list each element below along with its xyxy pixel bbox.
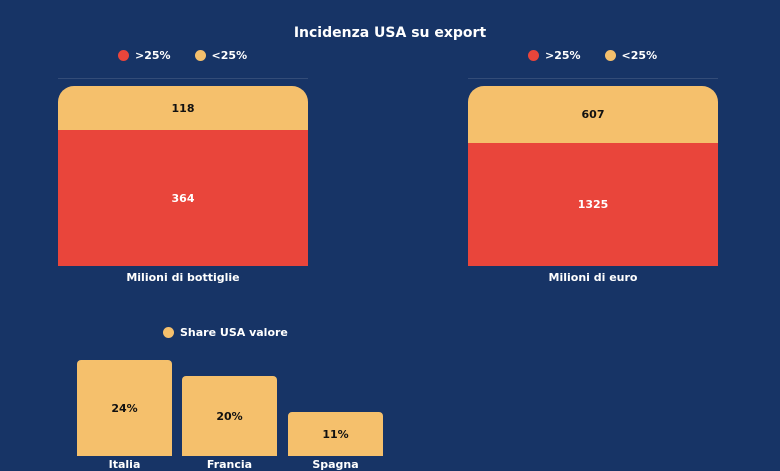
- legend-label-low: <25%: [621, 49, 658, 62]
- bar-segment-low-euro: 607: [468, 86, 718, 143]
- bar-segment-low-bottles: 118: [58, 86, 308, 130]
- legend-item-high: >25%: [528, 49, 581, 62]
- category-label-euro: Milioni di euro: [548, 271, 638, 284]
- bar-value-high-euro: 1325: [577, 198, 609, 211]
- legend-label-share: Share USA valore: [180, 326, 288, 339]
- divider-left: [58, 78, 308, 79]
- legend-dot-low: [604, 50, 616, 61]
- bar-value-high-bottles: 364: [171, 191, 195, 205]
- chart-title: Incidenza USA su export: [293, 25, 487, 41]
- category-label-spagna: Spagna: [312, 458, 359, 471]
- category-label-bottles: Milioni di bottiglie: [126, 271, 240, 284]
- bar-francia: 20%: [182, 376, 277, 456]
- stacked-bar-bottles: 118 364: [58, 86, 308, 266]
- bar-value-italia: 24%: [111, 401, 138, 415]
- legend-dot-low: [194, 50, 206, 61]
- legend-dot-high: [528, 50, 539, 61]
- legend-label-high: >25%: [545, 49, 581, 62]
- legend-item-share: Share USA valore: [163, 326, 288, 339]
- legend-dot-share: [163, 327, 174, 338]
- stacked-bar-euro: 607 1325: [468, 86, 718, 266]
- legend-item-low: <25%: [194, 49, 248, 62]
- legend-label-low: <25%: [211, 49, 248, 62]
- category-label-italia: Italia: [108, 458, 141, 471]
- bar-value-francia: 20%: [216, 409, 243, 423]
- bar-italia: 24%: [77, 360, 172, 456]
- legend-label-high: >25%: [135, 49, 171, 62]
- bar-value-low-euro: 607: [581, 108, 605, 121]
- legend-right: >25% <25%: [528, 49, 657, 62]
- legend-item-high: >25%: [118, 49, 171, 62]
- legend-item-low: <25%: [604, 49, 658, 62]
- divider-right: [468, 78, 718, 79]
- category-label-francia: Francia: [206, 458, 253, 471]
- bar-segment-high-euro: 1325: [468, 143, 718, 266]
- bar-value-low-bottles: 118: [171, 101, 195, 115]
- legend-left: >25% <25%: [118, 49, 247, 62]
- legend-share: Share USA valore: [163, 326, 288, 339]
- bar-spagna: 11%: [288, 412, 383, 456]
- legend-dot-high: [118, 50, 129, 61]
- bar-segment-high-bottles: 364: [58, 130, 308, 266]
- bar-value-spagna: 11%: [322, 427, 349, 441]
